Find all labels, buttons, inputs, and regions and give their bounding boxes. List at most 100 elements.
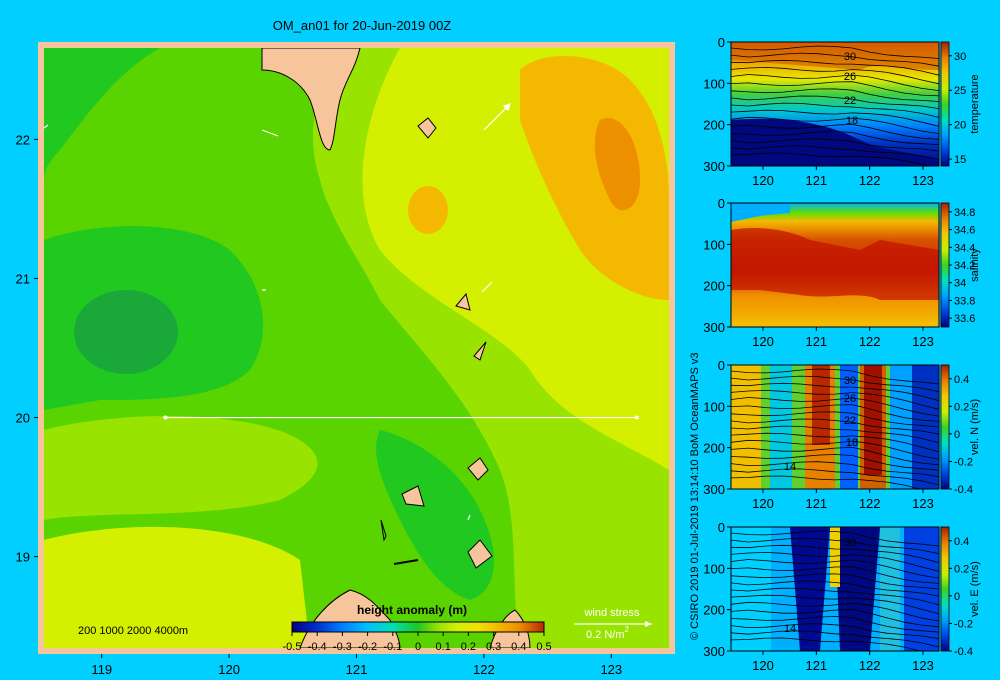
section-colorbar-label: temperature (969, 74, 981, 133)
colorbar-tick-label: 0.4 (511, 641, 526, 653)
section-y-tick-label: 200 (703, 441, 725, 456)
section-colorbar-tick-label: 0 (954, 591, 960, 603)
section-colorbar-tick-label: 0.2 (954, 401, 969, 413)
colorbar-tick-label: -0.5 (283, 641, 302, 653)
section-y-tick-label: 300 (703, 644, 725, 659)
section-colorbar-label: vel. N (m/s) (969, 399, 981, 455)
section-colorbar (940, 526, 950, 652)
contour-label: 26 (844, 71, 856, 83)
section-y-tick-label: 0 (718, 196, 725, 211)
section-colorbar-tick-label: 25 (954, 85, 966, 97)
section-y-tick-label: 0 (718, 520, 725, 535)
colorbar-tick-label: -0.1 (383, 641, 402, 653)
wind-stress-arrows (44, 103, 511, 521)
section-colorbar-tick-label: 33.8 (954, 295, 975, 307)
section-y-tick-label: 0 (718, 35, 725, 50)
section-x-tick-label: 123 (912, 173, 934, 188)
colorbar-gradient (291, 621, 545, 633)
section-y-tick-label: 100 (703, 561, 725, 576)
section-y-tick-label: 200 (703, 279, 725, 294)
section-y-tick-label: 300 (703, 482, 725, 497)
section-colorbar-tick-label: 0 (954, 429, 960, 441)
contour-label: 26 (844, 393, 856, 405)
section-x-tick-label: 121 (805, 658, 827, 673)
section-x-tick-label: 123 (912, 334, 934, 349)
section-colorbar-tick-label: 33.6 (954, 313, 975, 325)
section-colorbar-tick-label: 34.8 (954, 207, 975, 219)
island (417, 117, 437, 139)
map-y-tick-label: 22 (16, 132, 30, 147)
section-x-tick-label: 121 (805, 334, 827, 349)
map-axes: 119 120 121 122 123 22 21 20 19 (16, 132, 623, 677)
map-panel: 119 120 121 122 123 22 21 20 19 (16, 42, 675, 677)
section-x-tick-label: 123 (912, 658, 934, 673)
colorbar-tick-label: -0.4 (308, 641, 327, 653)
contour-label: 30 (844, 51, 856, 63)
section-y-tick-label: 100 (703, 76, 725, 91)
colorbar-tick-label: 0.3 (486, 641, 501, 653)
section-x-tick-label: 122 (859, 496, 881, 511)
map-x-tick-label: 120 (218, 662, 240, 677)
temperature-section: 30 26 22 18 (730, 41, 940, 167)
section-y-tick-label: 300 (703, 320, 725, 335)
contour-label: 18 (846, 437, 858, 449)
colorbar-tick-label: 0 (415, 641, 421, 653)
section-x-tick-label: 121 (805, 496, 827, 511)
section-colorbar-label: salinity (969, 248, 981, 282)
section-colorbar (940, 41, 950, 167)
contour-label: 22 (844, 95, 856, 107)
section-colorbar-tick-label: -0.4 (954, 646, 973, 658)
section-axes: 120 121 122 123010020030030252015temperatur… (703, 35, 981, 673)
land-luzon (299, 589, 401, 648)
colorbar-tick-label: 0.2 (461, 641, 476, 653)
map-x-tick-label: 123 (600, 662, 622, 677)
transect-line (163, 415, 639, 420)
colorbar-tick-label: 0.5 (536, 641, 551, 653)
section-colorbar-tick-label: 34.6 (954, 225, 975, 237)
contour-label: 14 (784, 623, 796, 635)
section-colorbar-tick-label: 34.4 (954, 242, 975, 254)
section-colorbar (940, 364, 950, 490)
salinity-section (730, 202, 940, 328)
section-colorbar-tick-label: 0.4 (954, 374, 969, 386)
colorbar-tick-label: -0.3 (333, 641, 352, 653)
section-colorbar-label: vel. E (m/s) (969, 561, 981, 617)
section-colorbar-tick-label: 20 (954, 120, 966, 132)
map-x-tick-label: 121 (346, 662, 368, 677)
section-x-tick-label: 120 (752, 496, 774, 511)
colorbar-tick-label: 0.1 (436, 641, 451, 653)
height-colorbar: height anomaly (m) -0.5 -0.4 -0.3 -0.2 -0.1 0… (283, 603, 552, 653)
wind-legend-unit: 0.2 N/m2 (586, 625, 630, 641)
section-colorbar-tick-label: -0.2 (954, 618, 973, 630)
section-x-tick-label: 121 (805, 173, 827, 188)
section-x-tick-label: 122 (859, 658, 881, 673)
section-x-tick-label: 120 (752, 334, 774, 349)
section-y-tick-label: 100 (703, 237, 725, 252)
contour-label: 22 (844, 415, 856, 427)
section-x-tick-label: 122 (859, 334, 881, 349)
colorbar-label: height anomaly (m) (357, 603, 467, 617)
map-y-tick-label: 21 (16, 271, 30, 286)
wind-legend: wind stress 0.2 N/m2 (574, 607, 652, 641)
section-x-tick-label: 123 (912, 496, 934, 511)
section-colorbar-tick-label: 15 (954, 154, 966, 166)
section-y-tick-label: 300 (703, 159, 725, 174)
map-y-tick-label: 20 (16, 411, 30, 426)
wind-legend-label: wind stress (583, 607, 640, 619)
section-colorbar-tick-label: 0.2 (954, 563, 969, 575)
vel-e-section: 30 14 (730, 526, 940, 652)
section-colorbar-tick-label: 30 (954, 51, 966, 63)
map-title: OM_an01 for 20-Jun-2019 00Z (273, 18, 452, 33)
contour-label: 30 (844, 375, 856, 387)
section-x-tick-label: 122 (859, 173, 881, 188)
section-colorbar-tick-label: 34 (954, 278, 966, 290)
colorbar-tick-label: -0.2 (358, 641, 377, 653)
section-y-tick-label: 0 (718, 358, 725, 373)
contour-label: 14 (784, 461, 796, 473)
section-x-tick-label: 120 (752, 658, 774, 673)
land-taiwan (261, 48, 361, 151)
section-y-tick-label: 200 (703, 118, 725, 133)
map-x-tick-label: 119 (91, 662, 112, 677)
section-colorbar-tick-label: -0.2 (954, 456, 973, 468)
